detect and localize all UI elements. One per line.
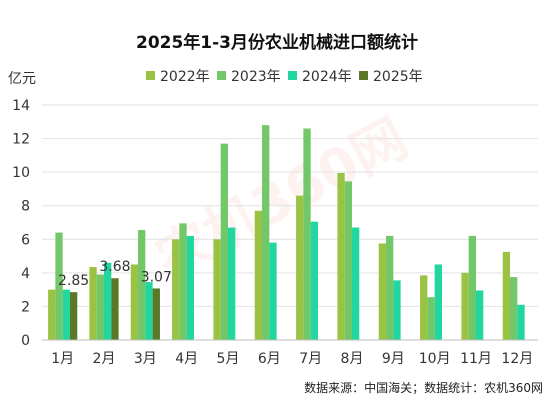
legend-swatch xyxy=(359,71,368,80)
bar xyxy=(310,221,318,340)
chart-title: 2025年1-3月份农业机械进口额统计 xyxy=(136,32,418,53)
bar xyxy=(296,195,304,340)
x-tick-label: 4月 xyxy=(175,351,198,367)
grid xyxy=(42,104,538,307)
legend-label: 2022年 xyxy=(160,69,210,85)
bar xyxy=(378,243,387,340)
bar xyxy=(352,227,360,340)
legend: 2022年 2023年 2024年 2025年 xyxy=(146,69,423,85)
bar xyxy=(420,275,428,340)
bar xyxy=(393,280,401,340)
legend-swatch xyxy=(288,71,297,80)
x-tick-label: 9月 xyxy=(382,351,405,367)
bar xyxy=(48,289,56,340)
bar xyxy=(262,125,270,341)
y-tick-label: 8 xyxy=(21,199,30,215)
bar xyxy=(434,264,442,340)
y-tick-label: 2 xyxy=(21,299,30,315)
bar xyxy=(468,235,476,340)
legend-swatch xyxy=(217,71,226,80)
bar xyxy=(427,297,435,340)
y-tick-label: 0 xyxy=(21,333,30,349)
bar xyxy=(69,292,78,340)
x-tick-label: 12月 xyxy=(501,351,533,367)
bar xyxy=(517,304,525,340)
bar xyxy=(145,282,153,340)
bar xyxy=(104,262,112,340)
x-tick-label: 3月 xyxy=(134,351,157,367)
bar xyxy=(213,239,221,340)
y-tick-label: 6 xyxy=(21,232,30,248)
legend-label: 2025年 xyxy=(373,69,423,85)
bar xyxy=(111,278,119,340)
y-axis-unit: 亿元 xyxy=(8,71,36,87)
bar xyxy=(55,232,63,340)
legend-swatch xyxy=(146,71,155,80)
bar xyxy=(89,266,97,340)
bar xyxy=(337,172,345,340)
bar xyxy=(96,274,104,340)
data-label: 3.07 xyxy=(141,269,172,285)
x-tick-label: 7月 xyxy=(299,351,322,367)
bar xyxy=(130,264,139,340)
axes: 0 2 4 6 8 10 12 14 1月 2月 3月 4月 5月 6月 7月 8月 9月 10月 11月 12月 xyxy=(12,98,538,367)
bar xyxy=(172,239,180,340)
bar xyxy=(303,128,311,340)
bar xyxy=(254,210,263,340)
bar xyxy=(510,277,518,340)
x-tick-label: 10月 xyxy=(419,351,451,367)
bar xyxy=(502,251,511,340)
bar xyxy=(62,289,70,340)
legend-label: 2024年 xyxy=(302,69,352,85)
x-tick-label: 8月 xyxy=(341,351,364,367)
y-tick-label: 10 xyxy=(12,165,30,181)
x-tick-label: 5月 xyxy=(217,351,240,367)
data-label: 2.85 xyxy=(58,273,89,289)
y-tick-label: 4 xyxy=(21,266,30,282)
data-label: 3.68 xyxy=(99,259,130,275)
bar xyxy=(228,227,236,340)
bar xyxy=(186,235,194,340)
x-tick-label: 1月 xyxy=(51,351,74,367)
x-tick-label: 6月 xyxy=(258,351,281,367)
source-note: 数据来源：中国海关；数据统计：农机360网 xyxy=(304,380,543,395)
data-labels: 2.85 3.68 3.07 xyxy=(58,259,172,289)
bar xyxy=(269,242,277,340)
y-tick-label: 12 xyxy=(12,132,30,148)
bar xyxy=(179,223,187,340)
bar xyxy=(138,230,146,340)
bar xyxy=(152,288,160,340)
bar xyxy=(386,235,394,340)
x-tick-label: 2月 xyxy=(93,351,116,367)
bars xyxy=(48,125,525,341)
bar xyxy=(220,143,228,340)
x-tick-label: 11月 xyxy=(460,351,492,367)
bar xyxy=(461,272,469,340)
legend-label: 2023年 xyxy=(231,69,281,85)
y-tick-label: 14 xyxy=(12,98,30,114)
bar xyxy=(344,181,352,340)
bar xyxy=(476,290,484,340)
